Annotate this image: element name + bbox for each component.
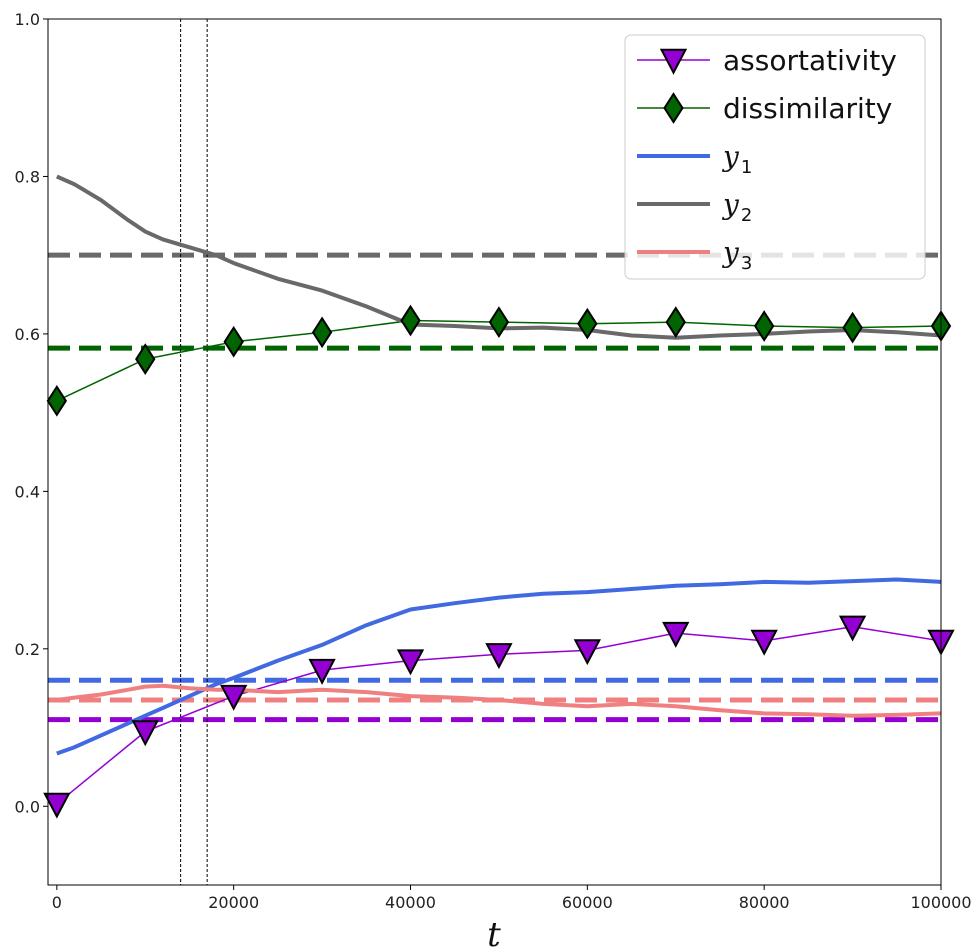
x-tick-label: 0 <box>52 893 62 912</box>
marker-assortativity <box>838 615 867 642</box>
marker-assortativity <box>750 629 778 656</box>
y-tick-label: 0.0 <box>15 797 40 816</box>
marker-dissimilarity <box>488 306 510 338</box>
y-tick-label: 1.0 <box>15 10 40 29</box>
series-markers <box>43 304 955 819</box>
marker-dissimilarity <box>311 316 333 349</box>
x-tick-label: 40000 <box>385 893 436 912</box>
y-tick-label: 0.4 <box>15 482 40 501</box>
marker-dissimilarity <box>753 310 775 342</box>
legend-label-dissimilarity: dissimilarity <box>723 92 892 125</box>
marker-dissimilarity <box>665 306 686 338</box>
x-tick-label: 20000 <box>208 893 259 912</box>
vertical-marker-lines <box>180 19 208 885</box>
marker-assortativity <box>131 720 159 747</box>
legend-box <box>624 34 926 280</box>
x-axis-ticks: 0 20000 40000 60000 80000 100000 <box>52 885 972 912</box>
x-tick-label: 100000 <box>910 893 971 912</box>
x-axis-label: t <box>487 915 501 949</box>
marker-assortativity <box>573 639 601 666</box>
marker-dissimilarity <box>400 304 421 337</box>
marker-assortativity <box>220 684 248 711</box>
x-tick-label: 60000 <box>562 893 613 912</box>
marker-dissimilarity <box>135 343 156 375</box>
y-tick-label: 0.8 <box>15 167 40 186</box>
legend-marker-dissimilarity <box>663 92 684 124</box>
y-axis-ticks: 0.0 0.2 0.4 0.6 0.8 1.0 <box>15 10 48 816</box>
plot-frame <box>47 18 942 886</box>
marker-assortativity <box>308 658 336 685</box>
marker-assortativity <box>662 621 690 648</box>
marker-assortativity <box>43 792 71 819</box>
marker-assortativity <box>485 643 513 670</box>
y-tick-label: 0.6 <box>15 325 40 344</box>
marker-dissimilarity <box>223 325 244 358</box>
y-tick-label: 0.2 <box>15 640 40 659</box>
marker-dissimilarity <box>46 384 68 417</box>
marker-dissimilarity <box>842 311 863 344</box>
series-line-y1 <box>56 577 941 756</box>
marker-dissimilarity <box>577 307 598 340</box>
series-line-y3 <box>56 683 941 718</box>
marker-assortativity <box>396 649 425 676</box>
x-tick-label: 80000 <box>739 893 790 912</box>
legend-marker-assortativity <box>659 48 688 75</box>
legend-label-assortativity: assortativity <box>723 44 897 77</box>
